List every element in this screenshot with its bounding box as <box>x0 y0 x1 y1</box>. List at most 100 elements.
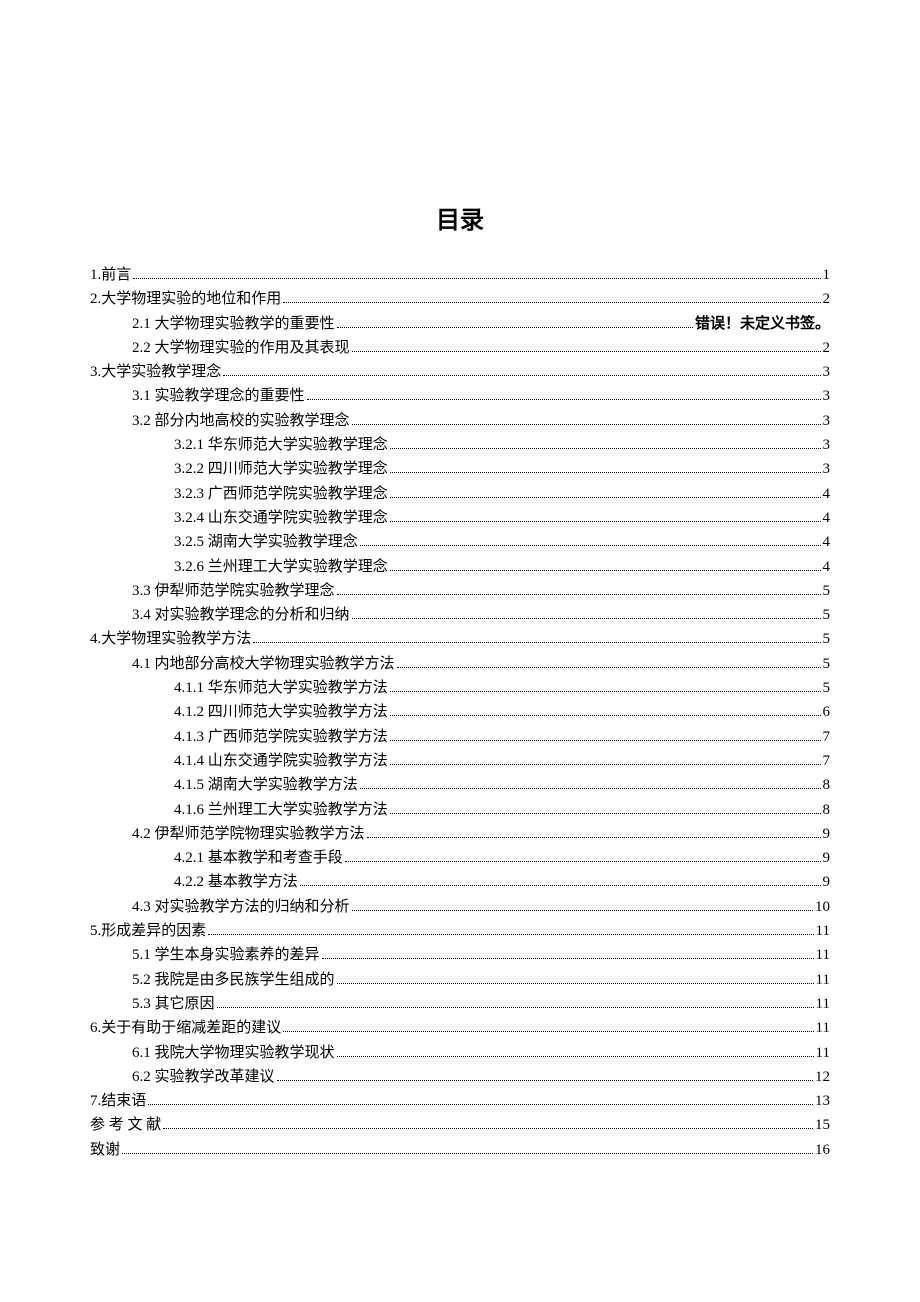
toc-entry-text: 4.1.2 四川师范大学实验教学方法 <box>174 700 388 724</box>
toc-page-number: 5 <box>823 579 831 603</box>
toc-entry: 5.3 其它原因 11 <box>90 992 830 1016</box>
toc-entry: 5.形成差异的因素11 <box>90 919 830 943</box>
toc-page-number: 16 <box>815 1138 830 1162</box>
toc-page-number: 11 <box>816 992 830 1016</box>
toc-entry: 2.1 大学物理实验教学的重要性 错误！未定义书签。 <box>90 312 830 336</box>
toc-page-number: 6 <box>823 700 831 724</box>
toc-entry-text: 3.3 伊犁师范学院实验教学理念 <box>132 579 335 603</box>
toc-page-number: 3 <box>823 433 831 457</box>
toc-leader-dots <box>390 715 821 716</box>
toc-page-number: 5 <box>823 603 831 627</box>
toc-page-number: 3 <box>823 384 831 408</box>
toc-entry-text: 1.前言 <box>90 263 131 287</box>
toc-entry-text: 5.1 学生本身实验素养的差异 <box>132 943 320 967</box>
toc-page-number: 5 <box>823 676 831 700</box>
toc-page-number: 2 <box>823 336 831 360</box>
toc-container: 1.前言12.大学物理实验的地位和作用22.1 大学物理实验教学的重要性 错误！… <box>90 263 830 1162</box>
toc-entry-text: 致谢 <box>90 1138 120 1162</box>
toc-page-number: 13 <box>815 1089 830 1113</box>
toc-page-number: 8 <box>823 773 831 797</box>
toc-entry: 4.1.2 四川师范大学实验教学方法 6 <box>90 700 830 724</box>
toc-entry-text: 3.2 部分内地高校的实验教学理念 <box>132 409 350 433</box>
toc-page-number: 11 <box>816 968 830 992</box>
toc-entry-text: 5.3 其它原因 <box>132 992 215 1016</box>
toc-page-number: 12 <box>815 1065 830 1089</box>
toc-leader-dots <box>148 1104 813 1105</box>
toc-page-number: 9 <box>823 822 831 846</box>
toc-entry-text: 4.1.1 华东师范大学实验教学方法 <box>174 676 388 700</box>
toc-entry-text: 参 考 文 献 <box>90 1113 161 1137</box>
toc-entry: 3.2.4 山东交通学院实验教学理念4 <box>90 506 830 530</box>
toc-leader-dots <box>360 545 821 546</box>
toc-entry-text: 2.1 大学物理实验教学的重要性 <box>132 312 335 336</box>
toc-leader-dots <box>283 302 820 303</box>
toc-leader-dots <box>390 472 821 473</box>
toc-leader-dots <box>283 1031 813 1032</box>
toc-entry-text: 3.2.6 兰州理工大学实验教学理念 <box>174 555 388 579</box>
toc-entry: 4.大学物理实验教学方法5 <box>90 627 830 651</box>
toc-entry-text: 4.1.5 湖南大学实验教学方法 <box>174 773 358 797</box>
toc-entry-text: 3.1 实验教学理念的重要性 <box>132 384 305 408</box>
toc-page-number: 3 <box>823 409 831 433</box>
toc-leader-dots <box>390 813 821 814</box>
toc-page-number: 4 <box>823 530 831 554</box>
toc-entry: 2.2 大学物理实验的作用及其表现 2 <box>90 336 830 360</box>
toc-entry: 4.2.1 基本教学和考查手段9 <box>90 846 830 870</box>
toc-entry: 3.2.3 广西师范学院实验教学理念4 <box>90 482 830 506</box>
toc-entry-text: 6.2 实验教学改革建议 <box>132 1065 275 1089</box>
toc-entry-text: 6.1 我院大学物理实验教学现状 <box>132 1041 335 1065</box>
toc-leader-dots <box>367 837 821 838</box>
toc-entry: 6.关于有助于缩减差距的建议11 <box>90 1016 830 1040</box>
toc-leader-dots <box>390 740 821 741</box>
toc-entry: 参 考 文 献15 <box>90 1113 830 1137</box>
toc-page-number: 7 <box>823 725 831 749</box>
toc-page-number: 11 <box>816 943 830 967</box>
toc-entry-text: 3.4 对实验教学理念的分析和归纳 <box>132 603 350 627</box>
toc-entry: 4.1.4 山东交通学院实验教学方法 7 <box>90 749 830 773</box>
toc-leader-dots <box>390 448 821 449</box>
toc-leader-dots <box>217 1007 814 1008</box>
toc-entry-text: 7.结束语 <box>90 1089 146 1113</box>
toc-entry: 3.3 伊犁师范学院实验教学理念 5 <box>90 579 830 603</box>
toc-leader-dots <box>337 594 821 595</box>
toc-page-number: 8 <box>823 798 831 822</box>
toc-leader-dots <box>277 1080 813 1081</box>
toc-entry: 4.1.5 湖南大学实验教学方法 8 <box>90 773 830 797</box>
toc-entry-text: 4.大学物理实验教学方法 <box>90 627 251 651</box>
toc-entry-text: 3.2.3 广西师范学院实验教学理念 <box>174 482 388 506</box>
toc-leader-dots <box>337 327 693 328</box>
toc-leader-dots <box>352 618 821 619</box>
toc-entry: 6.2 实验教学改革建议 12 <box>90 1065 830 1089</box>
toc-page-number: 2 <box>823 287 831 311</box>
toc-leader-dots <box>390 691 821 692</box>
toc-entry: 7.结束语 13 <box>90 1089 830 1113</box>
toc-leader-dots <box>390 497 821 498</box>
toc-page-number: 3 <box>823 457 831 481</box>
toc-leader-dots <box>337 983 814 984</box>
toc-entry: 3.1 实验教学理念的重要性 3 <box>90 384 830 408</box>
toc-entry-text: 4.1 内地部分高校大学物理实验教学方法 <box>132 652 395 676</box>
toc-entry: 3.大学实验教学理念3 <box>90 360 830 384</box>
toc-leader-dots <box>390 521 821 522</box>
toc-leader-dots <box>223 375 820 376</box>
toc-leader-dots <box>352 351 821 352</box>
toc-page-number: 10 <box>815 895 830 919</box>
toc-leader-dots <box>390 764 821 765</box>
toc-leader-dots <box>390 570 821 571</box>
toc-entry: 4.1.6 兰州理工大学实验教学方法8 <box>90 798 830 822</box>
toc-entry-text: 2.2 大学物理实验的作用及其表现 <box>132 336 350 360</box>
toc-entry: 4.1.3 广西师范学院实验教学方法7 <box>90 725 830 749</box>
toc-entry: 4.1.1 华东师范大学实验教学方法 5 <box>90 676 830 700</box>
toc-entry-text: 4.1.4 山东交通学院实验教学方法 <box>174 749 388 773</box>
toc-page-number: 4 <box>823 506 831 530</box>
toc-entry-text: 2.大学物理实验的地位和作用 <box>90 287 281 311</box>
toc-entry: 3.2 部分内地高校的实验教学理念 3 <box>90 409 830 433</box>
toc-leader-dots <box>307 399 821 400</box>
toc-entry: 5.1 学生本身实验素养的差异 11 <box>90 943 830 967</box>
toc-entry: 3.2.2 四川师范大学实验教学理念3 <box>90 457 830 481</box>
toc-leader-dots <box>208 934 813 935</box>
toc-entry: 3.4 对实验教学理念的分析和归纳 5 <box>90 603 830 627</box>
toc-entry-text: 5.形成差异的因素 <box>90 919 206 943</box>
toc-page-number: 11 <box>816 1041 830 1065</box>
toc-page-number: 7 <box>823 749 831 773</box>
